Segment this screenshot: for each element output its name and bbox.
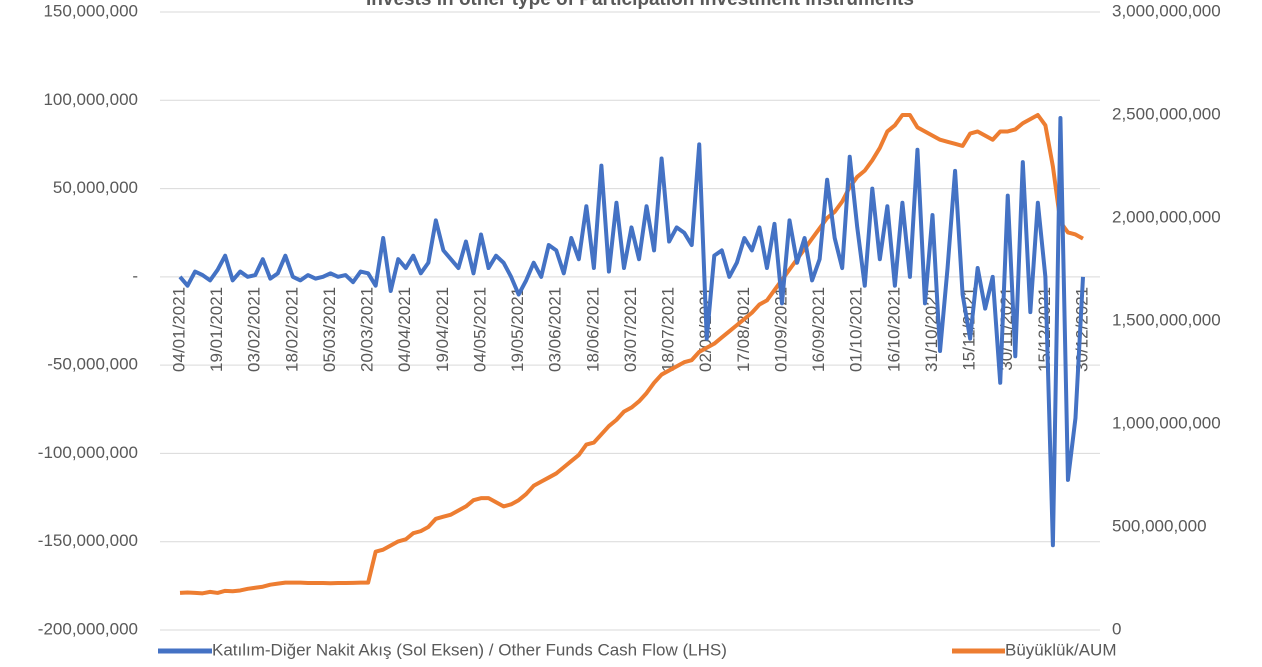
x-tick-label: 17/08/2021 xyxy=(734,287,753,372)
x-tick-label: 03/06/2021 xyxy=(546,287,565,372)
x-tick-label: 04/04/2021 xyxy=(395,287,414,372)
y2-tick-label: 0 xyxy=(1112,619,1121,638)
x-tick-label: 03/07/2021 xyxy=(621,287,640,372)
y2-tick-label: 3,000,000,000 xyxy=(1112,1,1221,20)
x-tick-label: 19/05/2021 xyxy=(508,287,527,372)
y-tick-label: -200,000,000 xyxy=(38,619,138,638)
y-tick-label: -150,000,000 xyxy=(38,531,138,550)
y2-tick-label: 500,000,000 xyxy=(1112,516,1207,535)
series-line xyxy=(178,115,1085,548)
x-tick-label: 04/01/2021 xyxy=(169,287,188,372)
y2-tick-label: 1,000,000,000 xyxy=(1112,413,1221,432)
y-tick-label: - xyxy=(132,266,138,285)
y2-tick-label: 2,500,000,000 xyxy=(1112,104,1221,123)
x-tick-label: 03/02/2021 xyxy=(245,287,264,372)
y-tick-label: 50,000,000 xyxy=(53,178,138,197)
x-tick-label: 19/04/2021 xyxy=(433,287,452,372)
x-tick-label: 16/09/2021 xyxy=(809,287,828,372)
x-tick-label: 01/09/2021 xyxy=(771,287,790,372)
y2-tick-label: 1,500,000,000 xyxy=(1112,310,1221,329)
chart-title: Invests in other type of Participation I… xyxy=(366,0,914,10)
x-tick-label: 01/10/2021 xyxy=(847,287,866,372)
legend-label: Katılım-Diğer Nakit Akış (Sol Eksen) / O… xyxy=(212,640,727,659)
x-tick-label: 04/05/2021 xyxy=(470,287,489,372)
x-tick-label: 18/06/2021 xyxy=(583,287,602,372)
y-tick-label: -50,000,000 xyxy=(47,355,138,374)
y-tick-label: 100,000,000 xyxy=(43,90,138,109)
y2-tick-label: 2,000,000,000 xyxy=(1112,207,1221,226)
legend-label: Büyüklük/AUM xyxy=(1005,640,1116,659)
x-tick-label: 18/07/2021 xyxy=(659,287,678,372)
x-tick-label: 05/03/2021 xyxy=(320,287,339,372)
x-tick-label: 18/02/2021 xyxy=(282,287,301,372)
series-line xyxy=(179,113,1084,596)
y-tick-label: 150,000,000 xyxy=(43,1,138,20)
x-tick-label: 20/03/2021 xyxy=(358,287,377,372)
x-tick-label: 19/01/2021 xyxy=(207,287,226,372)
x-tick-label: 16/10/2021 xyxy=(884,287,903,372)
y-tick-label: -100,000,000 xyxy=(38,443,138,462)
